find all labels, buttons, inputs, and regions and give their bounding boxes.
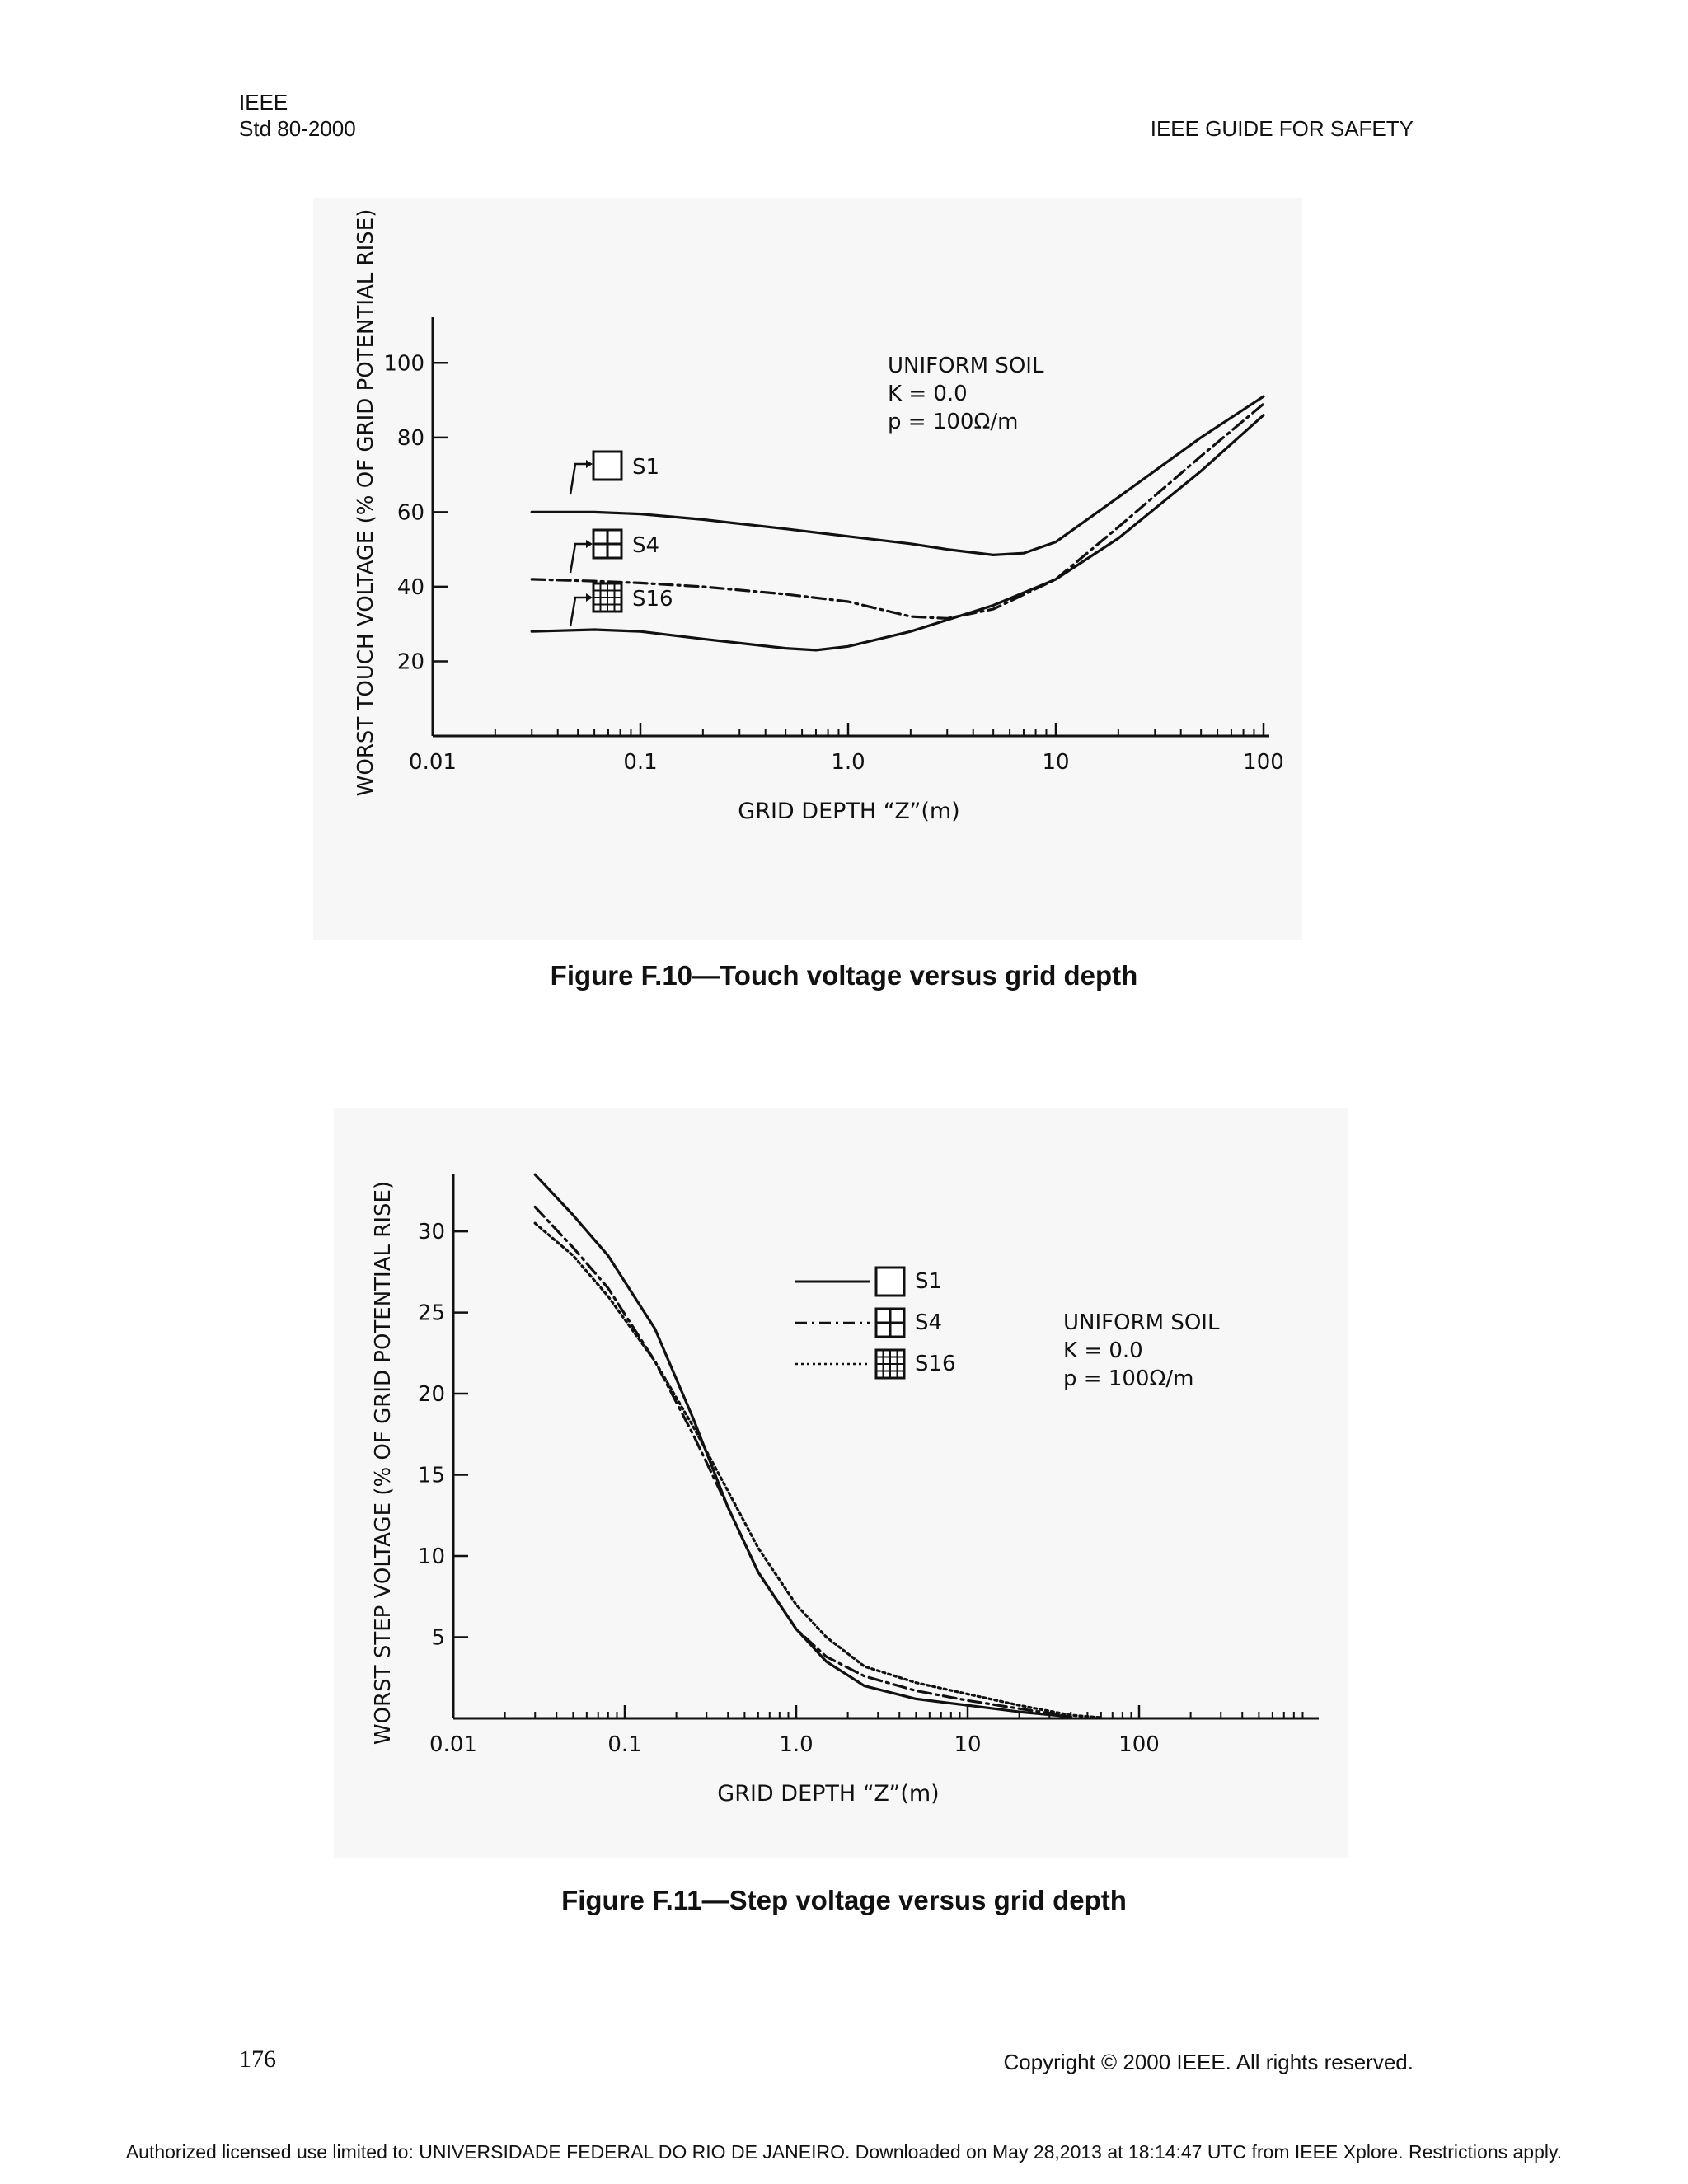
x-tick-label: 1.0 [831, 750, 865, 775]
x-tick-label: 0.01 [409, 750, 457, 775]
header-title: IEEE GUIDE FOR SAFETY [1150, 116, 1414, 141]
annotation-line-3: p = 100Ω/m [888, 410, 1018, 434]
figure-step-voltage: 0.01 0.1 1.0 10 100 5 10 15 20 25 30 GRID DEPTH “Z”… [334, 1108, 1348, 1858]
legend-s4: S4 [795, 1307, 942, 1338]
copyright-notice: Copyright © 2000 IEEE. All rights reserv… [1003, 2050, 1414, 2074]
x-tick-label: 100 [1118, 1732, 1160, 1757]
y-tick-label: 10 [418, 1544, 445, 1569]
legend-arrow-s4 [569, 542, 591, 574]
legend-group: S1 S4 S16 [795, 1266, 956, 1380]
legend-s16-label: S16 [632, 587, 673, 612]
chart-annotation: UNIFORM SOIL K = 0.0 p = 100Ω/m [1063, 1310, 1220, 1391]
y-tick-label: 15 [418, 1464, 445, 1488]
y-tick-label: 100 [383, 351, 424, 376]
figure-f11-caption: Figure F.11—Step voltage versus grid dep… [561, 1885, 1127, 1915]
annotation-line-1: UNIFORM SOIL [1063, 1310, 1220, 1335]
series-line-s4 [530, 402, 1265, 620]
x-tick-label: 0.1 [607, 1732, 641, 1757]
x-tick-label: 1.0 [779, 1732, 813, 1757]
legend-s1-grid-icon [592, 450, 623, 481]
legend-s1: S1 [795, 1266, 942, 1297]
series-line-s16 [530, 414, 1265, 652]
y-axis-label: WORST TOUCH VOLTAGE (% OF GRID POTENTIAL… [354, 209, 378, 797]
y-tick-label: 20 [397, 649, 424, 674]
step-voltage-chart: 0.01 0.1 1.0 10 100 5 10 15 20 25 30 GRID DEPTH “Z”… [371, 1173, 1319, 1807]
x-tick-label: 0.1 [623, 750, 657, 775]
annotation-line-3: p = 100Ω/m [1063, 1366, 1193, 1391]
page-number: 176 [239, 2046, 276, 2073]
x-axis-label: GRID DEPTH “Z”(m) [717, 1781, 939, 1807]
chart-annotation: UNIFORM SOIL K = 0.0 p = 100Ω/m [888, 354, 1044, 434]
y-axis-label: WORST STEP VOLTAGE (% OF GRID POTENTIAL … [371, 1181, 396, 1745]
legend-arrow-s1 [569, 462, 591, 495]
header-std: Std 80-2000 [239, 116, 356, 141]
header-left: IEEE Std 80-2000 [239, 89, 356, 142]
series-line-s1 [533, 1173, 1072, 1718]
legend-s4-label: S4 [632, 533, 659, 558]
annotation-line-2: K = 0.0 [1063, 1338, 1143, 1363]
x-tick-label: 10 [1042, 750, 1069, 775]
legend-s16: S16 [569, 582, 673, 627]
legend-arrow-s16 [569, 596, 591, 627]
legend-s16-label: S16 [915, 1352, 956, 1376]
y-tick-label: 20 [418, 1382, 445, 1407]
x-tick-label: 100 [1243, 750, 1284, 775]
chart-marks: 0.01 0.1 1.0 10 100 5 10 15 20 25 30 GRID DEPTH “Z”… [371, 1173, 1319, 1807]
legend-group: S1 S4 S16 [569, 450, 673, 627]
series-line-s4 [533, 1205, 1072, 1718]
legend-s1-grid-icon [874, 1266, 906, 1297]
legend-s1: S1 [569, 450, 659, 495]
annotation-line-2: K = 0.0 [888, 382, 968, 406]
touch-voltage-chart: 0.01 0.1 1.0 10 100 20 40 60 80 100 GRID DEPTH “Z”… [354, 209, 1284, 824]
legend-s4: S4 [569, 528, 659, 574]
series-line-s1 [530, 395, 1265, 556]
annotation-line-1: UNIFORM SOIL [888, 354, 1044, 378]
legend-s1-label: S1 [632, 455, 659, 480]
authorization-notice: Authorized licensed use limited to: UNIV… [125, 2141, 1563, 2163]
y-tick-label: 30 [418, 1220, 445, 1244]
chart-marks: 0.01 0.1 1.0 10 100 20 40 60 80 100 GRID DEPTH “Z”… [354, 209, 1284, 824]
y-tick-label: 5 [431, 1626, 445, 1651]
legend-s16: S16 [795, 1348, 956, 1380]
x-tick-label: 10 [954, 1732, 981, 1757]
x-tick-label: 0.01 [429, 1732, 477, 1757]
header-org: IEEE [239, 90, 288, 115]
figure-f10-caption: Figure F.10—Touch voltage versus grid de… [550, 960, 1138, 991]
figure-touch-voltage: 0.01 0.1 1.0 10 100 20 40 60 80 100 GRID DEPTH “Z”… [313, 198, 1302, 940]
series-line-s16 [533, 1221, 1103, 1719]
y-tick-label: 60 [397, 500, 424, 525]
y-tick-label: 25 [418, 1301, 445, 1326]
legend-s1-label: S1 [915, 1269, 942, 1294]
x-axis-label: GRID DEPTH “Z”(m) [738, 799, 959, 824]
y-tick-label: 80 [397, 426, 424, 451]
legend-s4-label: S4 [915, 1310, 942, 1335]
y-tick-label: 40 [397, 575, 424, 600]
